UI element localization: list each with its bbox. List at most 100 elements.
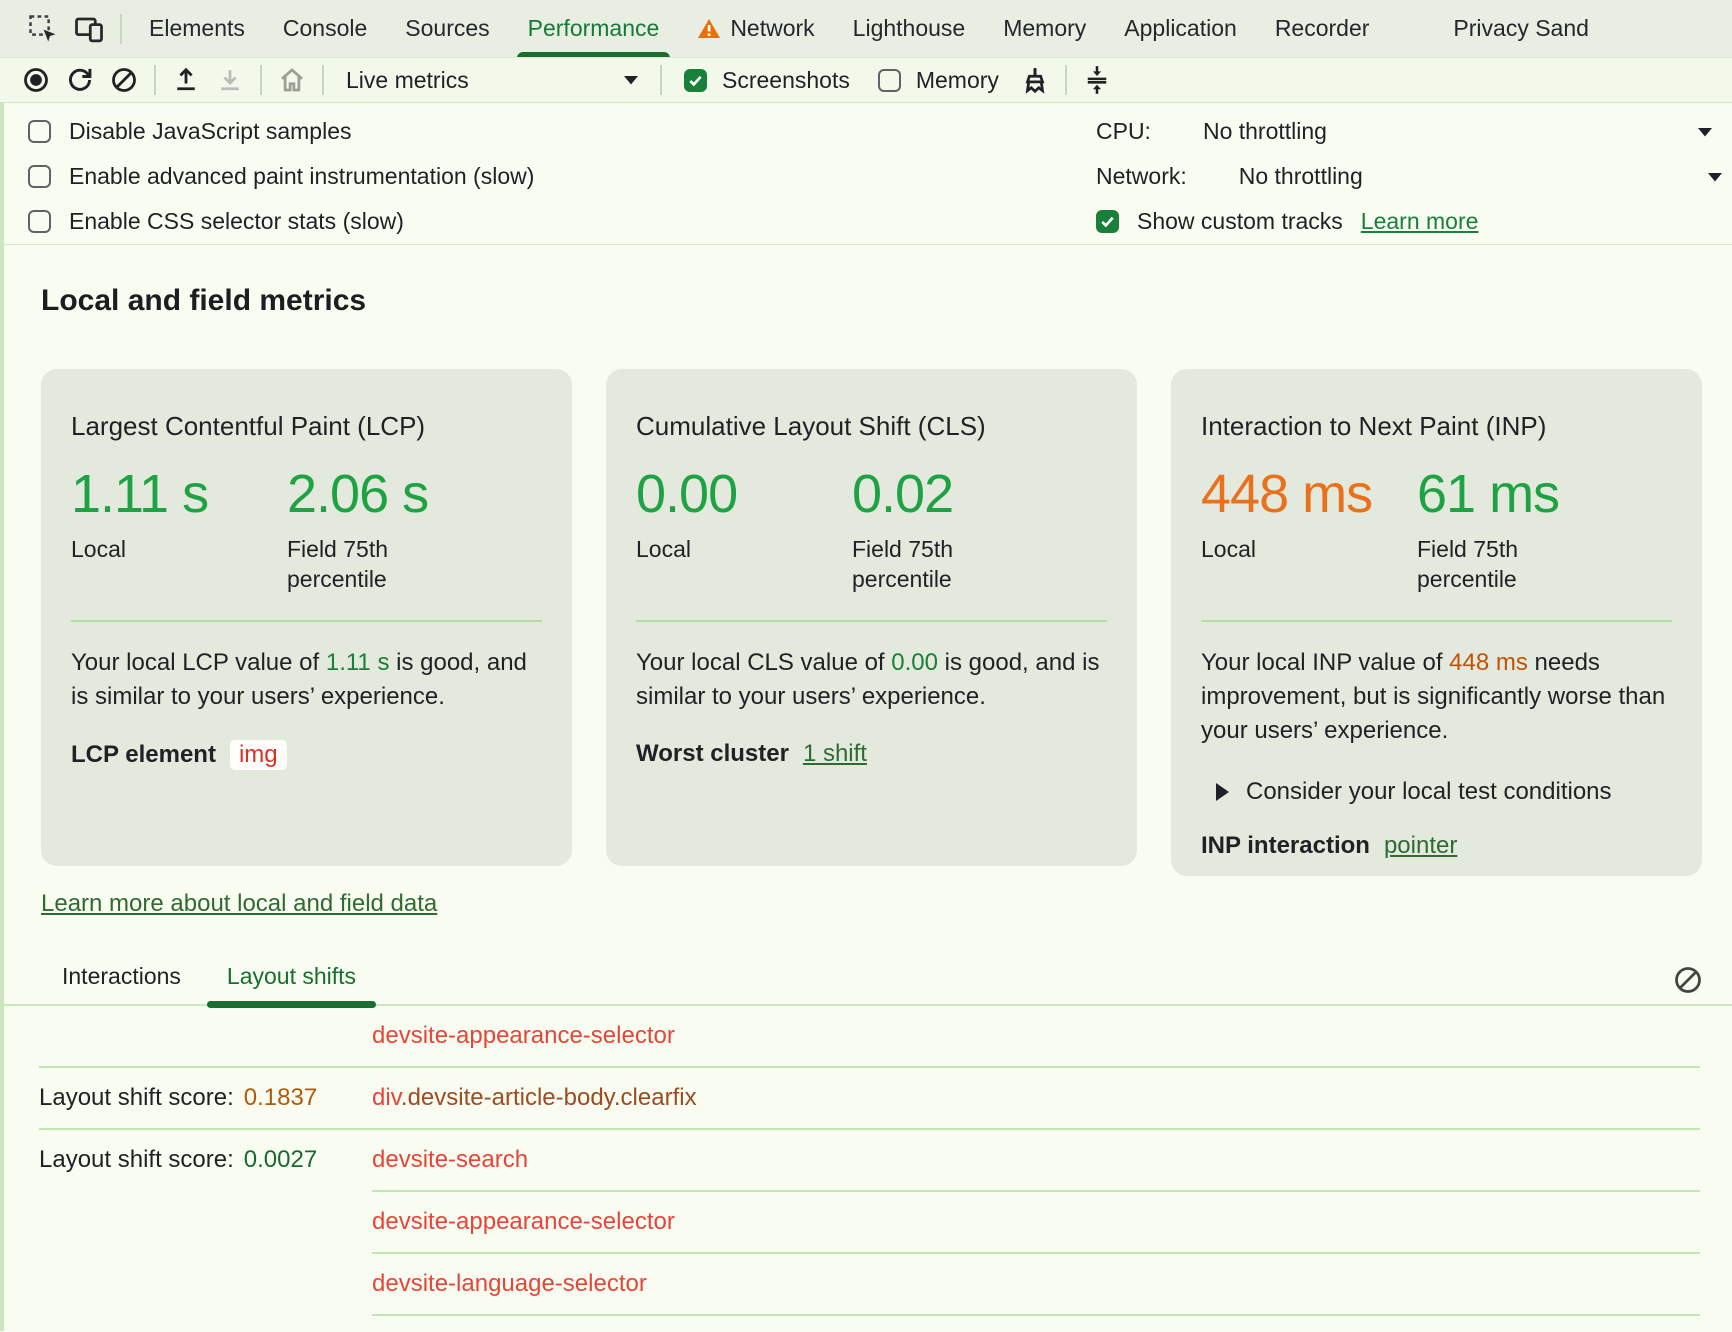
tab-privacy-sandbox[interactable]: Privacy Sand <box>1434 0 1608 57</box>
tab-memory[interactable]: Memory <box>984 0 1105 57</box>
lcp-local-label: Local <box>71 536 126 562</box>
layout-shift-row: Layout shift score: 0.0027 devsite-searc… <box>39 1130 1700 1190</box>
cls-card: Cumulative Layout Shift (CLS) 0.00 Local… <box>606 369 1137 866</box>
performance-toolbar: Live metrics Screenshots Memory <box>0 58 1732 103</box>
card-divider <box>71 620 542 622</box>
tab-label: Lighthouse <box>852 15 966 41</box>
checkbox-unchecked-icon[interactable] <box>877 68 901 92</box>
checkbox-unchecked-icon[interactable] <box>28 210 51 233</box>
tab-label: Recorder <box>1274 15 1370 41</box>
disable-js-samples-checkbox-row[interactable]: Disable JavaScript samples <box>28 109 534 154</box>
metric-cards: Largest Contentful Paint (LCP) 1.11 s Lo… <box>41 369 1732 876</box>
network-throttling-select[interactable]: No throttling <box>1238 163 1363 189</box>
lcp-description: Your local LCP value of 1.11 s is good, … <box>71 646 542 714</box>
gc-button[interactable] <box>1013 60 1057 100</box>
save-profile-button[interactable] <box>208 60 252 100</box>
tab-lighthouse[interactable]: Lighthouse <box>834 0 985 57</box>
layout-shift-row: devsite-appearance-selector <box>39 1006 1700 1066</box>
lcp-card-title: Largest Contentful Paint (LCP) <box>71 411 426 441</box>
element-node-link[interactable]: div.devsite-article-body.clearfix <box>372 1084 697 1112</box>
cls-local-value: 0.00 <box>636 464 738 524</box>
checkbox-unchecked-icon[interactable] <box>28 165 51 188</box>
brush-icon <box>1020 65 1050 95</box>
lcp-values: 1.11 s Local 2.06 s Field 75th percentil… <box>71 463 542 594</box>
tab-label: Performance <box>527 15 660 41</box>
chevron-down-icon <box>622 74 640 86</box>
checkbox-checked-icon[interactable] <box>684 68 707 92</box>
score-label: Layout shift score: <box>39 1084 234 1111</box>
tab-sources[interactable]: Sources <box>386 0 508 57</box>
checkbox-unchecked-icon[interactable] <box>28 120 51 143</box>
clear-button[interactable] <box>102 60 146 100</box>
toolbar-separator <box>1064 65 1067 95</box>
load-profile-button[interactable] <box>164 60 208 100</box>
settings-right-column: CPU: No throttling Network: No throttlin… <box>1096 109 1722 244</box>
lcp-local-value: 1.11 s <box>71 464 209 524</box>
row-divider <box>372 1252 1700 1254</box>
element-node-link[interactable]: devsite-appearance-selector <box>372 1022 675 1049</box>
inspect-element-button[interactable] <box>20 6 66 52</box>
learn-more-field-data-link[interactable]: Learn more about local and field data <box>41 890 438 917</box>
screenshots-checkbox-row[interactable]: Screenshots <box>670 67 864 94</box>
tab-elements[interactable]: Elements <box>130 0 264 57</box>
reload-record-button[interactable] <box>58 60 102 100</box>
memory-checkbox-row[interactable]: Memory <box>864 67 1013 94</box>
cpu-throttling-select[interactable]: No throttling <box>1202 118 1327 144</box>
element-node-link[interactable]: devsite-language-selector <box>372 1270 647 1297</box>
css-selector-stats-checkbox-row[interactable]: Enable CSS selector stats (slow) <box>28 199 534 244</box>
download-icon <box>216 66 244 94</box>
tab-interactions[interactable]: Interactions <box>62 963 181 989</box>
cls-field-value: 0.02 <box>852 464 954 524</box>
toolbar-separator <box>322 65 324 95</box>
element-node-link[interactable]: devsite-search <box>372 1146 529 1173</box>
home-icon <box>277 65 307 95</box>
inp-values: 448 ms Local 61 ms Field 75th percentile <box>1201 463 1672 594</box>
chevron-down-icon[interactable] <box>1696 126 1714 138</box>
tab-performance[interactable]: Performance <box>509 0 679 57</box>
tab-recorder[interactable]: Recorder <box>1256 0 1389 57</box>
cls-desc-value: 0.00 <box>891 649 938 676</box>
block-icon <box>1673 965 1703 995</box>
checkbox-label: Enable CSS selector stats (slow) <box>69 208 404 234</box>
layout-shift-rows: devsite-appearance-selector Layout shift… <box>39 1006 1700 1331</box>
row-divider <box>39 1128 1700 1130</box>
element-node-link[interactable]: devsite-appearance-selector <box>372 1208 675 1235</box>
lcp-desc-prefix: Your local LCP value of <box>71 649 326 676</box>
tab-console[interactable]: Console <box>264 0 386 57</box>
tab-layout-shifts[interactable]: Layout shifts <box>206 963 377 1008</box>
warning-icon <box>697 18 721 40</box>
inp-desc-value: 448 ms <box>1449 649 1528 676</box>
mode-select[interactable]: Live metrics <box>332 67 652 94</box>
custom-tracks-label: Show custom tracks <box>1137 208 1343 234</box>
inp-local-conditions-expander[interactable]: Consider your local test conditions <box>1216 778 1672 806</box>
cls-worst-cluster-link[interactable]: 1 shift <box>802 740 867 767</box>
custom-tracks-learn-more-link[interactable]: Learn more <box>1360 208 1479 234</box>
collapse-button[interactable] <box>1075 60 1119 100</box>
block-icon <box>110 66 138 94</box>
tab-application[interactable]: Application <box>1105 0 1256 57</box>
inp-card-title: Interaction to Next Paint (INP) <box>1201 411 1547 441</box>
cpu-label: CPU: <box>1096 118 1151 144</box>
inp-description: Your local INP value of 448 ms needs imp… <box>1201 646 1672 748</box>
record-icon <box>22 66 50 94</box>
lcp-element-node-link[interactable]: img <box>229 740 287 770</box>
tab-network[interactable]: Network <box>678 0 833 57</box>
tab-label: Memory <box>1003 15 1087 41</box>
device-toolbar-button[interactable] <box>66 6 112 52</box>
clear-log-button[interactable] <box>1666 958 1710 1002</box>
checkbox-checked-icon[interactable] <box>1096 210 1119 233</box>
score-value: 0.1837 <box>243 1084 318 1111</box>
log-section: Interactions Layout shifts devsite-appe <box>4 958 1732 1331</box>
home-button[interactable] <box>270 60 314 100</box>
checkbox-label: Enable advanced paint instrumentation (s… <box>69 163 535 189</box>
cls-desc-prefix: Your local CLS value of <box>636 649 892 676</box>
record-button[interactable] <box>14 60 58 100</box>
lcp-element-row: LCP element img <box>71 740 542 770</box>
inp-interaction-link[interactable]: pointer <box>1383 832 1458 859</box>
chevron-down-icon[interactable] <box>1706 171 1724 183</box>
tab-label: Elements <box>149 15 245 41</box>
custom-tracks-row[interactable]: Show custom tracks Learn more <box>1096 199 1714 244</box>
cls-description: Your local CLS value of 0.00 is good, an… <box>636 646 1107 714</box>
advanced-paint-checkbox-row[interactable]: Enable advanced paint instrumentation (s… <box>28 154 534 199</box>
